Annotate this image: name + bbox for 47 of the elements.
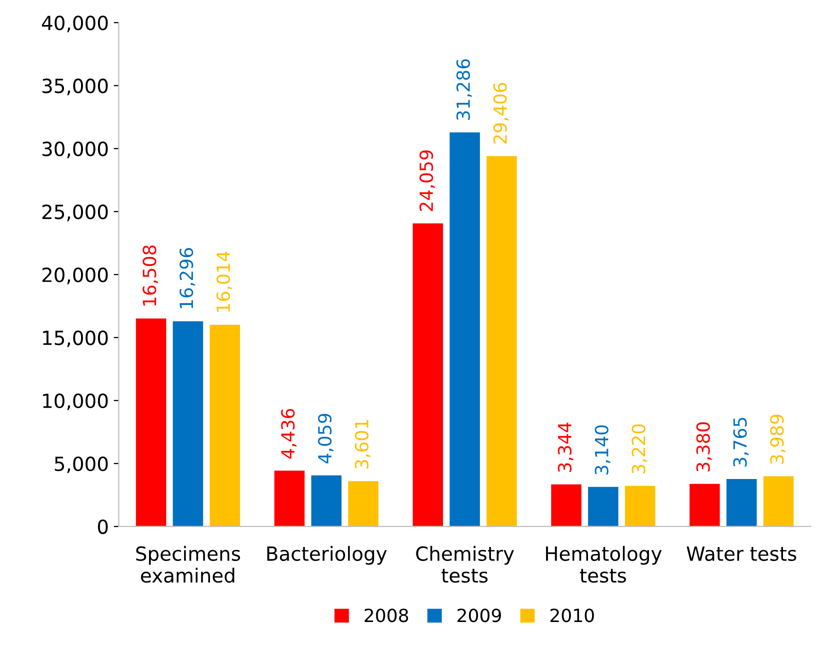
y-tick-label: 15,000	[43, 330, 108, 348]
y-tick-label: 25,000	[42, 204, 108, 222]
data-label: 3,344	[558, 422, 574, 472]
bar	[690, 484, 720, 526]
bar	[311, 475, 342, 526]
y-tick-label: 40,000	[42, 16, 108, 32]
data-label: 24,059	[419, 150, 435, 211]
legend-label: 2009	[458, 608, 501, 622]
x-tick-label: Chemistry tests	[416, 546, 514, 583]
bar	[136, 318, 166, 526]
y-tick-label: 0	[98, 519, 108, 534]
bar	[588, 486, 618, 526]
data-label: 3,989	[770, 414, 786, 464]
data-label: 4,436	[281, 408, 297, 459]
x-tick-label: Bacteriology	[267, 546, 387, 565]
bar	[274, 470, 305, 526]
bar	[763, 476, 794, 526]
legend-label: 2010	[550, 608, 594, 622]
data-label: 16,508	[142, 245, 158, 306]
x-tick-label: Specimens examined	[136, 546, 240, 583]
y-tick-label: 30,000	[42, 142, 108, 158]
data-label: 3,601	[354, 420, 370, 469]
data-label: 3,765	[733, 418, 749, 467]
bar	[486, 156, 517, 526]
y-tick-label: 20,000	[42, 268, 108, 284]
bar	[348, 481, 378, 526]
bar	[624, 486, 656, 526]
data-label: 16,014	[216, 251, 232, 312]
data-label: 31,286	[456, 59, 472, 120]
bar	[210, 324, 240, 526]
x-tick-label: Hematology tests	[546, 546, 662, 583]
bar	[726, 479, 757, 526]
y-tick-label: 35,000	[42, 78, 108, 96]
bar	[412, 223, 444, 526]
data-label: 29,406	[493, 82, 509, 144]
y-tick-label: 5,000	[54, 456, 108, 474]
legend-label: 2008	[364, 608, 408, 622]
data-label: 3,220	[632, 424, 648, 474]
bar	[450, 132, 480, 526]
data-label: 4,059	[318, 414, 334, 464]
data-label: 3,380	[696, 422, 712, 472]
bar	[551, 484, 582, 526]
bar	[172, 321, 204, 526]
data-label: 16,296	[180, 248, 196, 308]
x-tick-label: Water tests	[686, 546, 796, 561]
y-tick-label: 10,000	[43, 393, 108, 410]
data-label: 3,140	[594, 425, 610, 474]
